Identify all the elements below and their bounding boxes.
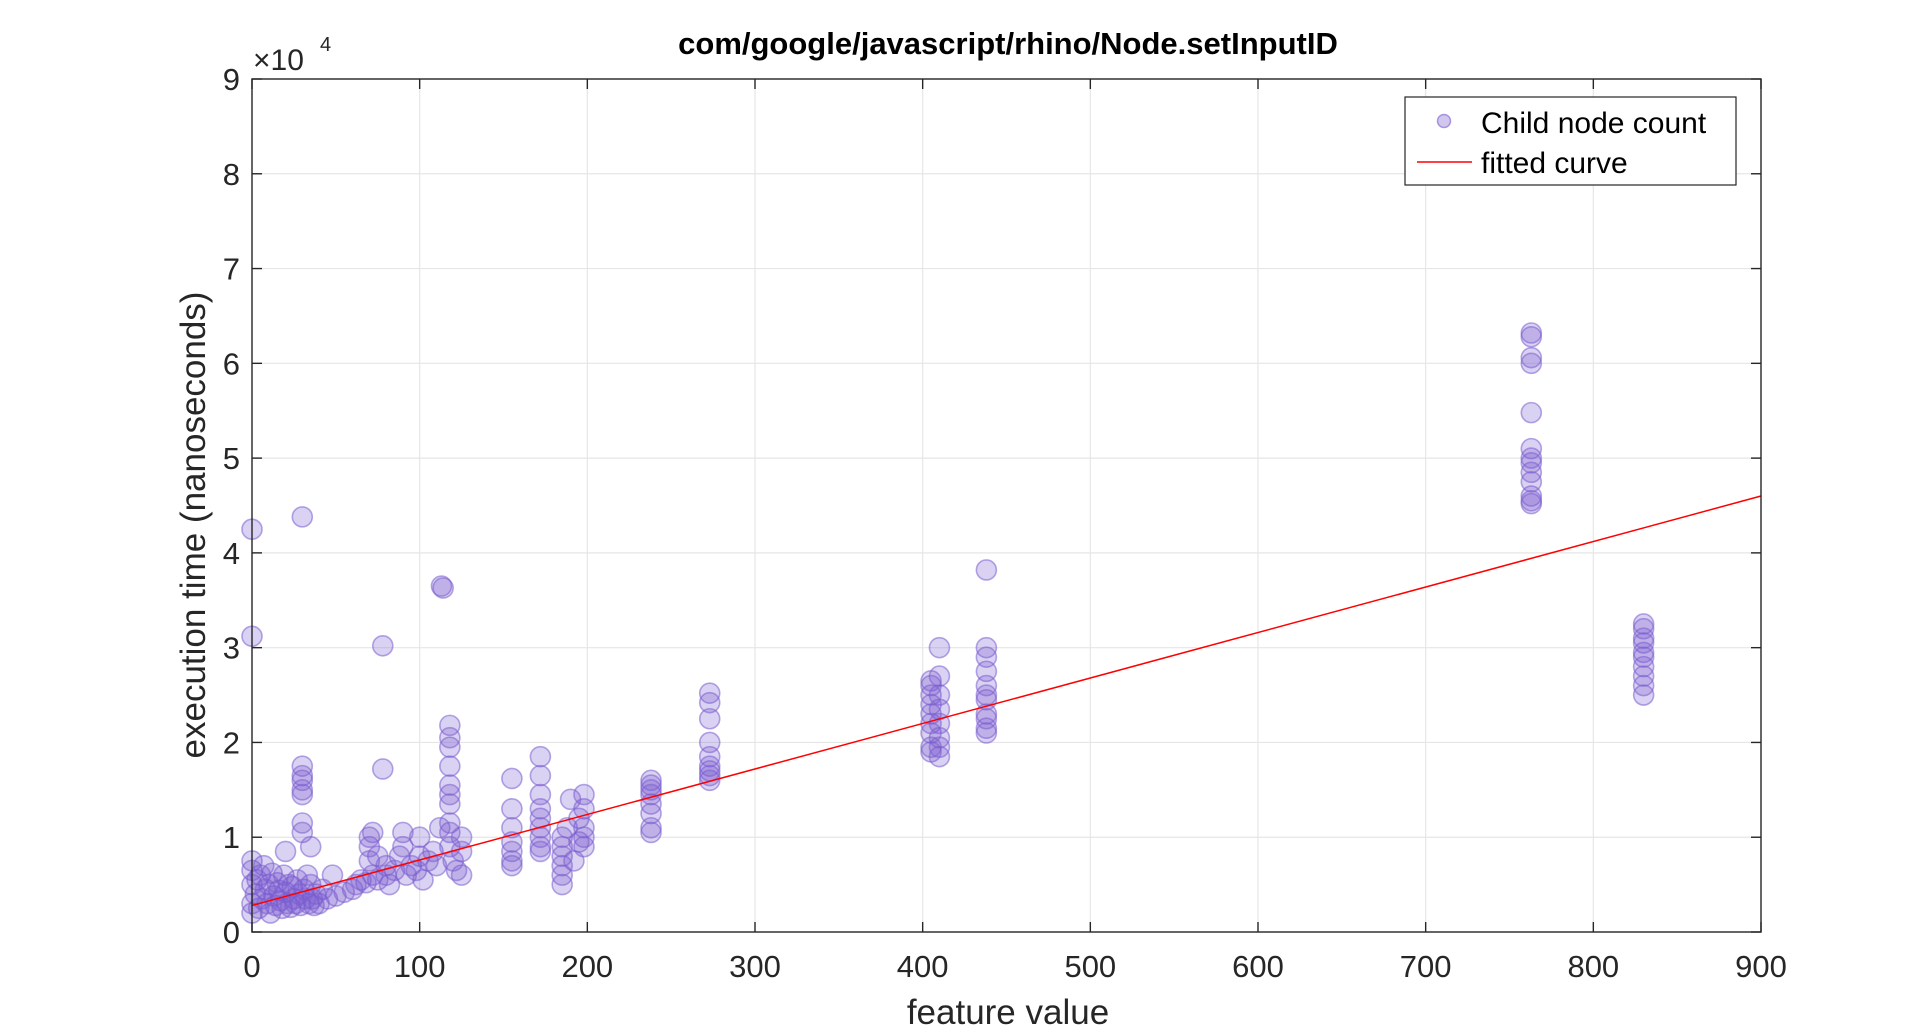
y-tick-label: 3 (223, 631, 240, 666)
data-point (573, 835, 595, 858)
data-point (529, 840, 552, 863)
legend: Child node count fitted curve (1404, 96, 1737, 186)
data-point (1520, 401, 1543, 424)
data-point (428, 816, 451, 839)
data-point (529, 835, 552, 858)
data-point (698, 707, 721, 730)
data-point (529, 745, 552, 768)
x-tick-label: 800 (1567, 949, 1619, 984)
data-point (1520, 492, 1543, 515)
legend-label-line: fitted curve (1481, 147, 1628, 180)
data-point (291, 755, 314, 777)
data-point (1520, 346, 1543, 369)
data-point (321, 864, 344, 886)
data-point (1520, 485, 1543, 507)
y-tick-label: 2 (223, 725, 240, 760)
plot-area-border (251, 78, 1762, 933)
x-tick-label: 300 (729, 949, 781, 984)
legend-box (1404, 96, 1737, 186)
data-point (529, 764, 552, 787)
legend-label-scatter: Child node count (1481, 107, 1707, 140)
y-axis-exponent-power: 4 (320, 34, 331, 56)
data-point (439, 793, 461, 815)
data-point (291, 783, 314, 806)
x-tick-label: 900 (1735, 949, 1787, 984)
x-tick-label: 500 (1064, 949, 1116, 984)
x-tick-label: 0 (243, 949, 260, 984)
x-tick-label: 200 (561, 949, 613, 984)
y-axis-label: execution time (nanoseconds) (174, 292, 213, 759)
data-point (928, 665, 951, 687)
data-point (501, 850, 523, 872)
data-point (1520, 325, 1543, 348)
data-point (1520, 352, 1543, 375)
data-point (291, 506, 314, 528)
x-tick-label: 400 (897, 949, 949, 984)
data-point (698, 769, 721, 792)
data-point (975, 559, 998, 581)
y-tick-label: 6 (223, 346, 240, 381)
y-tick-label: 9 (223, 62, 240, 97)
y-tick-label: 8 (223, 157, 240, 192)
data-point (501, 797, 523, 820)
fitted-curve-layer (251, 495, 1762, 907)
data-point (408, 826, 431, 849)
data-point (333, 881, 356, 903)
y-axis-exponent-base: ×10 (253, 44, 304, 77)
fitted-curve-line (251, 495, 1762, 907)
chart-title: com/google/javascript/rhino/Node.setInpu… (678, 26, 1338, 61)
data-point (439, 714, 461, 737)
data-point (450, 864, 473, 886)
data-point (392, 835, 414, 858)
data-point (975, 717, 998, 740)
y-axis-exponent: ×10 4 (253, 34, 331, 77)
x-tick-label: 100 (394, 949, 446, 984)
x-axis-label: feature value (907, 993, 1109, 1032)
data-point (450, 826, 473, 849)
x-tick-label: 600 (1232, 949, 1284, 984)
data-point (975, 722, 998, 744)
data-point (640, 821, 662, 844)
data-point (371, 758, 394, 780)
y-tick-label: 4 (223, 536, 240, 571)
data-point (640, 816, 662, 839)
data-point (291, 812, 314, 834)
data-point (928, 636, 951, 659)
data-point (975, 684, 998, 706)
data-point (299, 835, 322, 858)
data-point (501, 854, 523, 877)
x-tick-label: 700 (1400, 949, 1452, 984)
y-tick-label: 5 (223, 441, 240, 476)
data-point (439, 736, 461, 758)
data-point (361, 821, 384, 844)
data-point (928, 745, 951, 768)
data-point (1632, 684, 1655, 706)
y-tick-label: 0 (223, 915, 240, 950)
data-point (439, 755, 461, 777)
y-tick-label: 1 (223, 820, 240, 855)
data-point (501, 767, 523, 790)
data-point (432, 577, 454, 599)
data-point (371, 634, 394, 657)
legend-marker-scatter (1436, 113, 1452, 129)
y-tick-label: 7 (223, 252, 240, 287)
data-point (698, 691, 721, 714)
data-point (274, 840, 297, 863)
axis-ticks: 0 100 200 300 400 500 600 700 800 900 0 1 2 3 4 5 6 7 8 9 (223, 62, 1787, 984)
